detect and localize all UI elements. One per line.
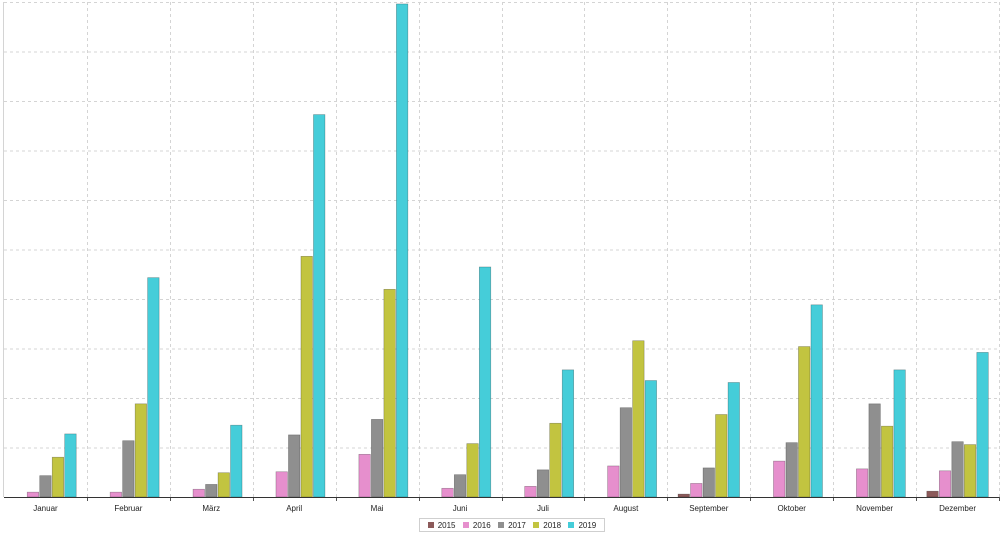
x-tick-label: November <box>856 504 893 513</box>
bar-2017-8 <box>702 467 715 498</box>
bar-2018-4 <box>383 288 396 498</box>
bar-2019-2 <box>230 424 243 498</box>
bar-2017-5 <box>453 474 467 498</box>
x-tick-label: Oktober <box>777 504 806 513</box>
x-tick-label: September <box>689 504 728 513</box>
bar-2016-3 <box>275 471 288 498</box>
bar-2015-8 <box>677 493 690 498</box>
bar-2018-2 <box>217 472 230 498</box>
legend-item-2019: 2019 <box>568 521 596 530</box>
category-labels: Januar Februar März April Mai Juni Juli August S… <box>33 504 976 513</box>
bar-2017-3 <box>288 434 301 498</box>
legend-swatch <box>568 522 575 528</box>
legend-item-2015: 2015 <box>427 520 456 530</box>
bar-2019-10 <box>893 369 906 498</box>
x-tick-label: Dezember <box>939 504 976 513</box>
bar-2019-3 <box>313 114 326 498</box>
bar-2017-4 <box>371 419 384 498</box>
chart-legend: 2015 2016 2017 2018 2019 <box>419 518 605 532</box>
legend-item-2016: 2016 <box>462 520 491 530</box>
bar-2018-6 <box>549 422 562 498</box>
x-tick-label: Juni <box>453 504 468 513</box>
legend-item-2017: 2017 <box>498 521 526 530</box>
bar-2019-1 <box>147 277 160 498</box>
x-tick-label: Januar <box>33 504 58 513</box>
bar-2016-2 <box>192 488 205 498</box>
legend-label: 2019 <box>578 520 597 530</box>
bar-2016-4 <box>358 453 371 498</box>
bar-2017-7 <box>619 407 632 498</box>
bar-2017-11 <box>951 441 964 498</box>
bar-2017-0 <box>39 475 52 498</box>
bar-2018-8 <box>715 414 728 498</box>
bar-2018-3 <box>300 255 313 498</box>
bar-2019-0 <box>64 433 77 498</box>
bar-2017-10 <box>868 403 881 498</box>
legend-swatch <box>462 522 469 528</box>
bar-2017-9 <box>785 442 798 498</box>
x-tick-label: Mai <box>371 504 384 513</box>
bar-2016-10 <box>856 468 869 498</box>
chart-grid <box>4 2 1000 497</box>
bar-2018-5 <box>466 443 479 498</box>
chart-bars <box>26 3 989 498</box>
bar-2016-8 <box>690 483 703 498</box>
bar-2018-10 <box>881 425 894 498</box>
bar-2019-8 <box>727 382 740 498</box>
legend-swatch <box>427 522 434 528</box>
bar-2019-6 <box>561 369 575 498</box>
bar-2018-0 <box>51 456 65 498</box>
chart-axes <box>3 2 1000 501</box>
bar-2019-11 <box>976 352 989 498</box>
bar-2018-1 <box>134 403 147 498</box>
bar-2016-7 <box>607 465 620 498</box>
bar-2018-9 <box>798 346 811 498</box>
bar-2016-0 <box>26 491 40 498</box>
legend-label: 2018 <box>543 520 562 530</box>
legend-label: 2015 <box>437 520 456 530</box>
bar-2019-7 <box>644 380 657 498</box>
legend-swatch <box>533 522 540 528</box>
bar-2019-9 <box>810 304 823 498</box>
bar-2016-1 <box>109 491 122 498</box>
legend-label: 2017 <box>508 520 526 530</box>
bar-2016-6 <box>524 486 537 498</box>
x-tick-label: Februar <box>114 504 142 513</box>
legend-swatch <box>498 522 505 528</box>
x-tick-label: März <box>202 504 220 513</box>
legend-item-2018: 2018 <box>533 521 561 530</box>
bar-2016-5 <box>441 487 454 498</box>
x-tick-label: Juli <box>537 504 549 513</box>
bar-2018-11 <box>963 444 977 498</box>
bar-2019-5 <box>478 266 492 498</box>
bar-2018-7 <box>632 340 645 498</box>
bar-2015-11 <box>926 490 939 498</box>
bar-2016-9 <box>773 460 786 498</box>
bar-2016-11 <box>938 470 952 498</box>
bar-2017-2 <box>205 484 218 498</box>
x-tick-label: April <box>286 504 302 513</box>
bar-2019-4 <box>396 3 409 498</box>
x-tick-label: August <box>613 504 639 513</box>
bar-2017-6 <box>536 469 550 498</box>
bar-2017-1 <box>122 440 135 498</box>
legend-label: 2016 <box>472 520 491 530</box>
